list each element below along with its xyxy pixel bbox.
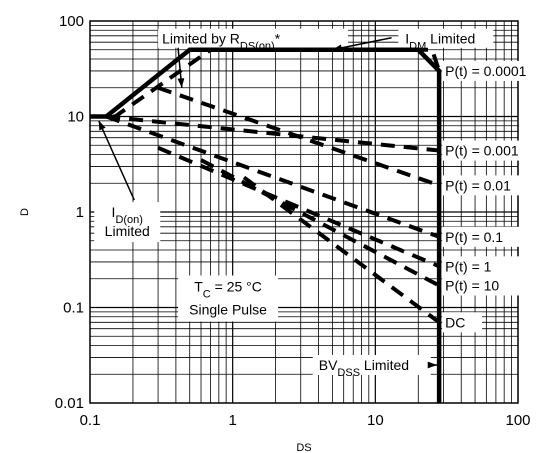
series-line [106, 114, 440, 153]
annotation-rds-limited-post: * [275, 31, 281, 47]
label-bg-p1 [442, 60, 525, 81]
series-label: P(t) = 0.1 [445, 229, 503, 245]
label-bg-p6 [442, 275, 525, 296]
series-line [90, 47, 442, 119]
curves [90, 28, 525, 403]
annotation-idm-limited-post: Limited [426, 31, 475, 47]
annotation-tc-sub: C [203, 289, 211, 301]
label-bg-p2 [442, 140, 525, 161]
series-line [105, 114, 440, 239]
annotation-idon-sub: D(on) [115, 214, 143, 226]
annotation-bvdss-limited-sub: DSS [337, 367, 360, 379]
y-tick-label: 100 [59, 13, 84, 30]
y-tick-label: 0.01 [55, 395, 84, 412]
x-axis-title: DS [296, 442, 311, 453]
annotation-tc-post: = 25 °C [211, 279, 262, 295]
annotation-rds-limited-pre: Limited by R [162, 31, 240, 47]
annotation-idon-limited: Limited [105, 223, 150, 239]
arrow-idon-head [98, 120, 106, 131]
arrow-idm-head [332, 44, 343, 52]
annotation-idm-limited-sub: DM [409, 41, 426, 53]
x-tick-label: 10 [367, 412, 384, 429]
annotation-idm-limited: IDM Limited [405, 31, 475, 53]
y-tick-label: 10 [67, 109, 84, 126]
x-tick-label: 100 [505, 412, 530, 429]
series-label: P(t) = 10 [445, 277, 499, 293]
annotation-rds-limited-sub: DS(on) [240, 41, 275, 53]
annotation-single-pulse: Single Pulse [189, 302, 267, 318]
label-bg-dc [442, 312, 483, 333]
series-line [157, 145, 440, 269]
x-tick-label: 0.1 [80, 412, 101, 429]
label-bg-rds [158, 28, 349, 48]
label-bg-p3 [442, 175, 525, 196]
series-label: P(t) = 0.001 [445, 143, 519, 159]
annotation-tc: TC = 25 °C [194, 279, 262, 301]
label-bg-tc [178, 275, 279, 322]
arrow-idm [332, 37, 392, 51]
label-bg-bv [312, 354, 431, 375]
arrow-rds-head [177, 78, 185, 88]
label-bg-p4 [442, 226, 525, 247]
series-label: DC [445, 314, 465, 330]
arrow-idon [97, 120, 135, 201]
series-label: P(t) = 0.01 [445, 177, 511, 193]
y-axis-title-sub: D [19, 208, 31, 216]
series-label: P(t) = 0.0001 [445, 63, 527, 79]
x-tick-label: 1 [228, 412, 236, 429]
annotation-bvdss-limited-pre: BV [319, 357, 338, 373]
annotation-rds-limited: Limited by RDS(on)* [162, 31, 281, 53]
x-axis-title-sub: DS [296, 442, 311, 453]
annotation-idm-limited-pre: I [405, 31, 409, 47]
series-line [242, 175, 441, 324]
label-bg-idon [94, 202, 161, 243]
annotations: P(t) = 0.0001 P(t) = 0.001 P(t) = 0.01 P(t)… [97, 31, 527, 379]
axis-titles: DS D [19, 208, 312, 453]
annotation-tc-pre: T [194, 279, 203, 295]
series-line [200, 158, 441, 288]
y-tick-label: 1 [76, 204, 84, 221]
arrow-bvdss-head [427, 361, 438, 369]
label-bg-idm [398, 28, 494, 48]
label-bg-p5 [442, 256, 525, 277]
annotation-idon-pre: I [112, 204, 116, 220]
series-label: P(t) = 1 [445, 258, 492, 274]
y-axis-title: D [19, 208, 31, 216]
y-tick-label: 0.1 [63, 300, 84, 317]
plot-frame [89, 20, 519, 404]
annotation-bvdss-limited-post: Limited [360, 357, 409, 373]
series-line [157, 85, 440, 188]
annotation-idon: ID(on) [112, 204, 143, 226]
annotation-bvdss-limited: BVDSS Limited [319, 357, 409, 379]
